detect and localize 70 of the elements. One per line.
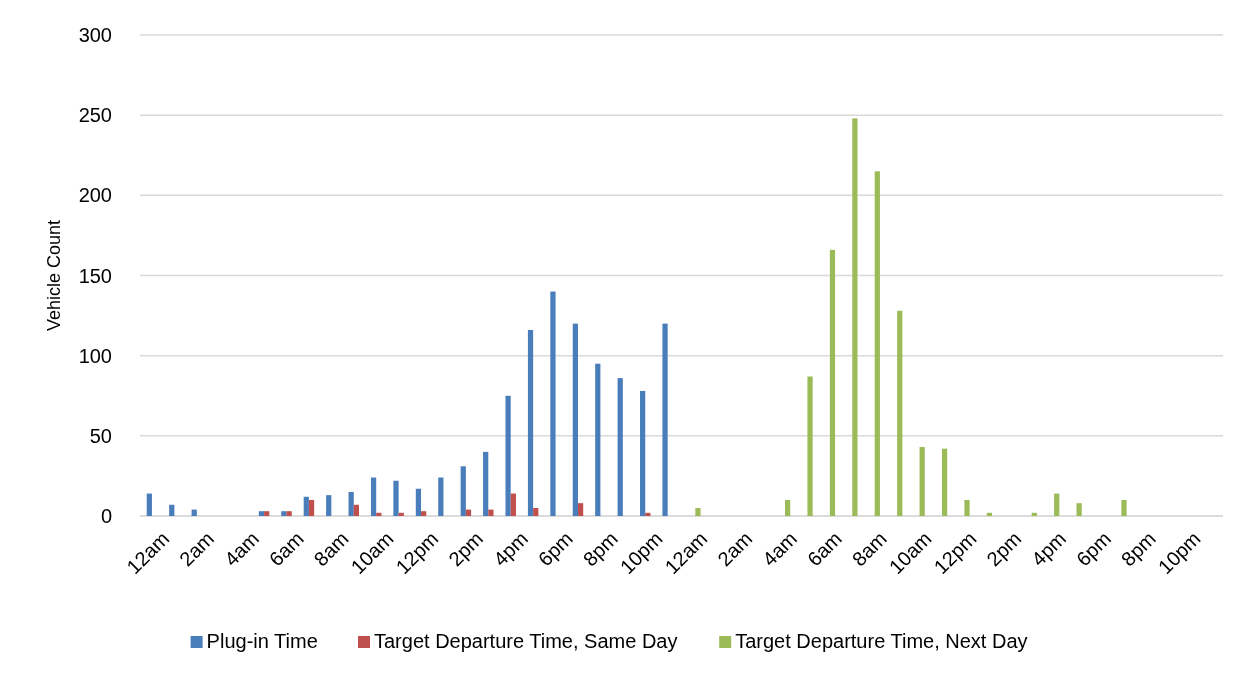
bar [807, 376, 813, 516]
x-tick-label: 8am [309, 527, 353, 571]
bar [303, 496, 309, 516]
bar [829, 249, 836, 516]
bar [483, 451, 489, 516]
bar [438, 477, 444, 516]
x-tick-label: 8am [847, 527, 891, 571]
bar [505, 395, 511, 516]
bar [460, 466, 466, 516]
bar [370, 477, 377, 516]
bar [550, 291, 556, 516]
bar [393, 480, 399, 516]
x-tick-label: 2pm [444, 527, 488, 571]
bar [281, 511, 287, 516]
bar [1054, 493, 1060, 516]
bar [595, 363, 601, 516]
legend-label: Target Departure Time, Same Day [374, 630, 678, 652]
bar [572, 323, 578, 516]
y-tick-label: 250 [78, 104, 112, 127]
y-axis-title: Vehicle Count [44, 219, 64, 332]
y-tick-label: 0 [100, 505, 112, 527]
bar [510, 493, 516, 516]
bar [1121, 499, 1127, 516]
bar [326, 495, 332, 516]
bar [527, 330, 534, 516]
x-tick-label: 4pm [1027, 527, 1071, 571]
bar [258, 511, 265, 516]
bar [353, 504, 359, 516]
bar [421, 511, 427, 516]
bar [941, 448, 948, 516]
bar [308, 499, 315, 516]
x-tick-label: 2am [175, 527, 219, 571]
x-tick-label: 6am [264, 527, 308, 571]
bar [415, 488, 422, 516]
x-tick-label: 4am [219, 527, 263, 571]
bar [874, 171, 880, 516]
bar [640, 390, 646, 516]
bar [169, 504, 175, 516]
bar [146, 493, 152, 516]
x-tick-label: 6am [802, 527, 846, 571]
y-tick-label: 300 [78, 24, 112, 46]
x-tick-label: 2am [713, 527, 757, 571]
bar [785, 499, 791, 516]
y-tick-label: 150 [78, 264, 112, 287]
bar [533, 507, 539, 516]
x-tick-label: 6pm [533, 527, 577, 571]
bar [897, 310, 903, 516]
legend-label: Plug-in Time [206, 630, 318, 652]
x-tick-label: 4am [758, 527, 802, 571]
bar [488, 509, 494, 516]
bar [286, 511, 292, 516]
y-tick-label: 200 [78, 184, 112, 207]
y-tick-label: 50 [89, 424, 112, 447]
bar [617, 378, 623, 516]
legend-label: Target Departure Time, Next Day [735, 630, 1028, 652]
bar [1076, 503, 1082, 516]
bar [662, 323, 668, 516]
x-tick-label: 2pm [982, 527, 1026, 571]
bar [964, 499, 970, 516]
x-tick-label: 8pm [1116, 527, 1160, 571]
x-tick-label: 8pm [578, 527, 622, 571]
bar [348, 491, 354, 516]
y-tick-label: 100 [78, 344, 112, 367]
x-tick-label: 4pm [488, 527, 533, 571]
bar [919, 447, 925, 516]
bar [264, 511, 270, 516]
bar [577, 503, 584, 516]
bar [695, 507, 701, 516]
bar [852, 118, 858, 516]
x-tick-label: 6pm [1071, 527, 1116, 571]
